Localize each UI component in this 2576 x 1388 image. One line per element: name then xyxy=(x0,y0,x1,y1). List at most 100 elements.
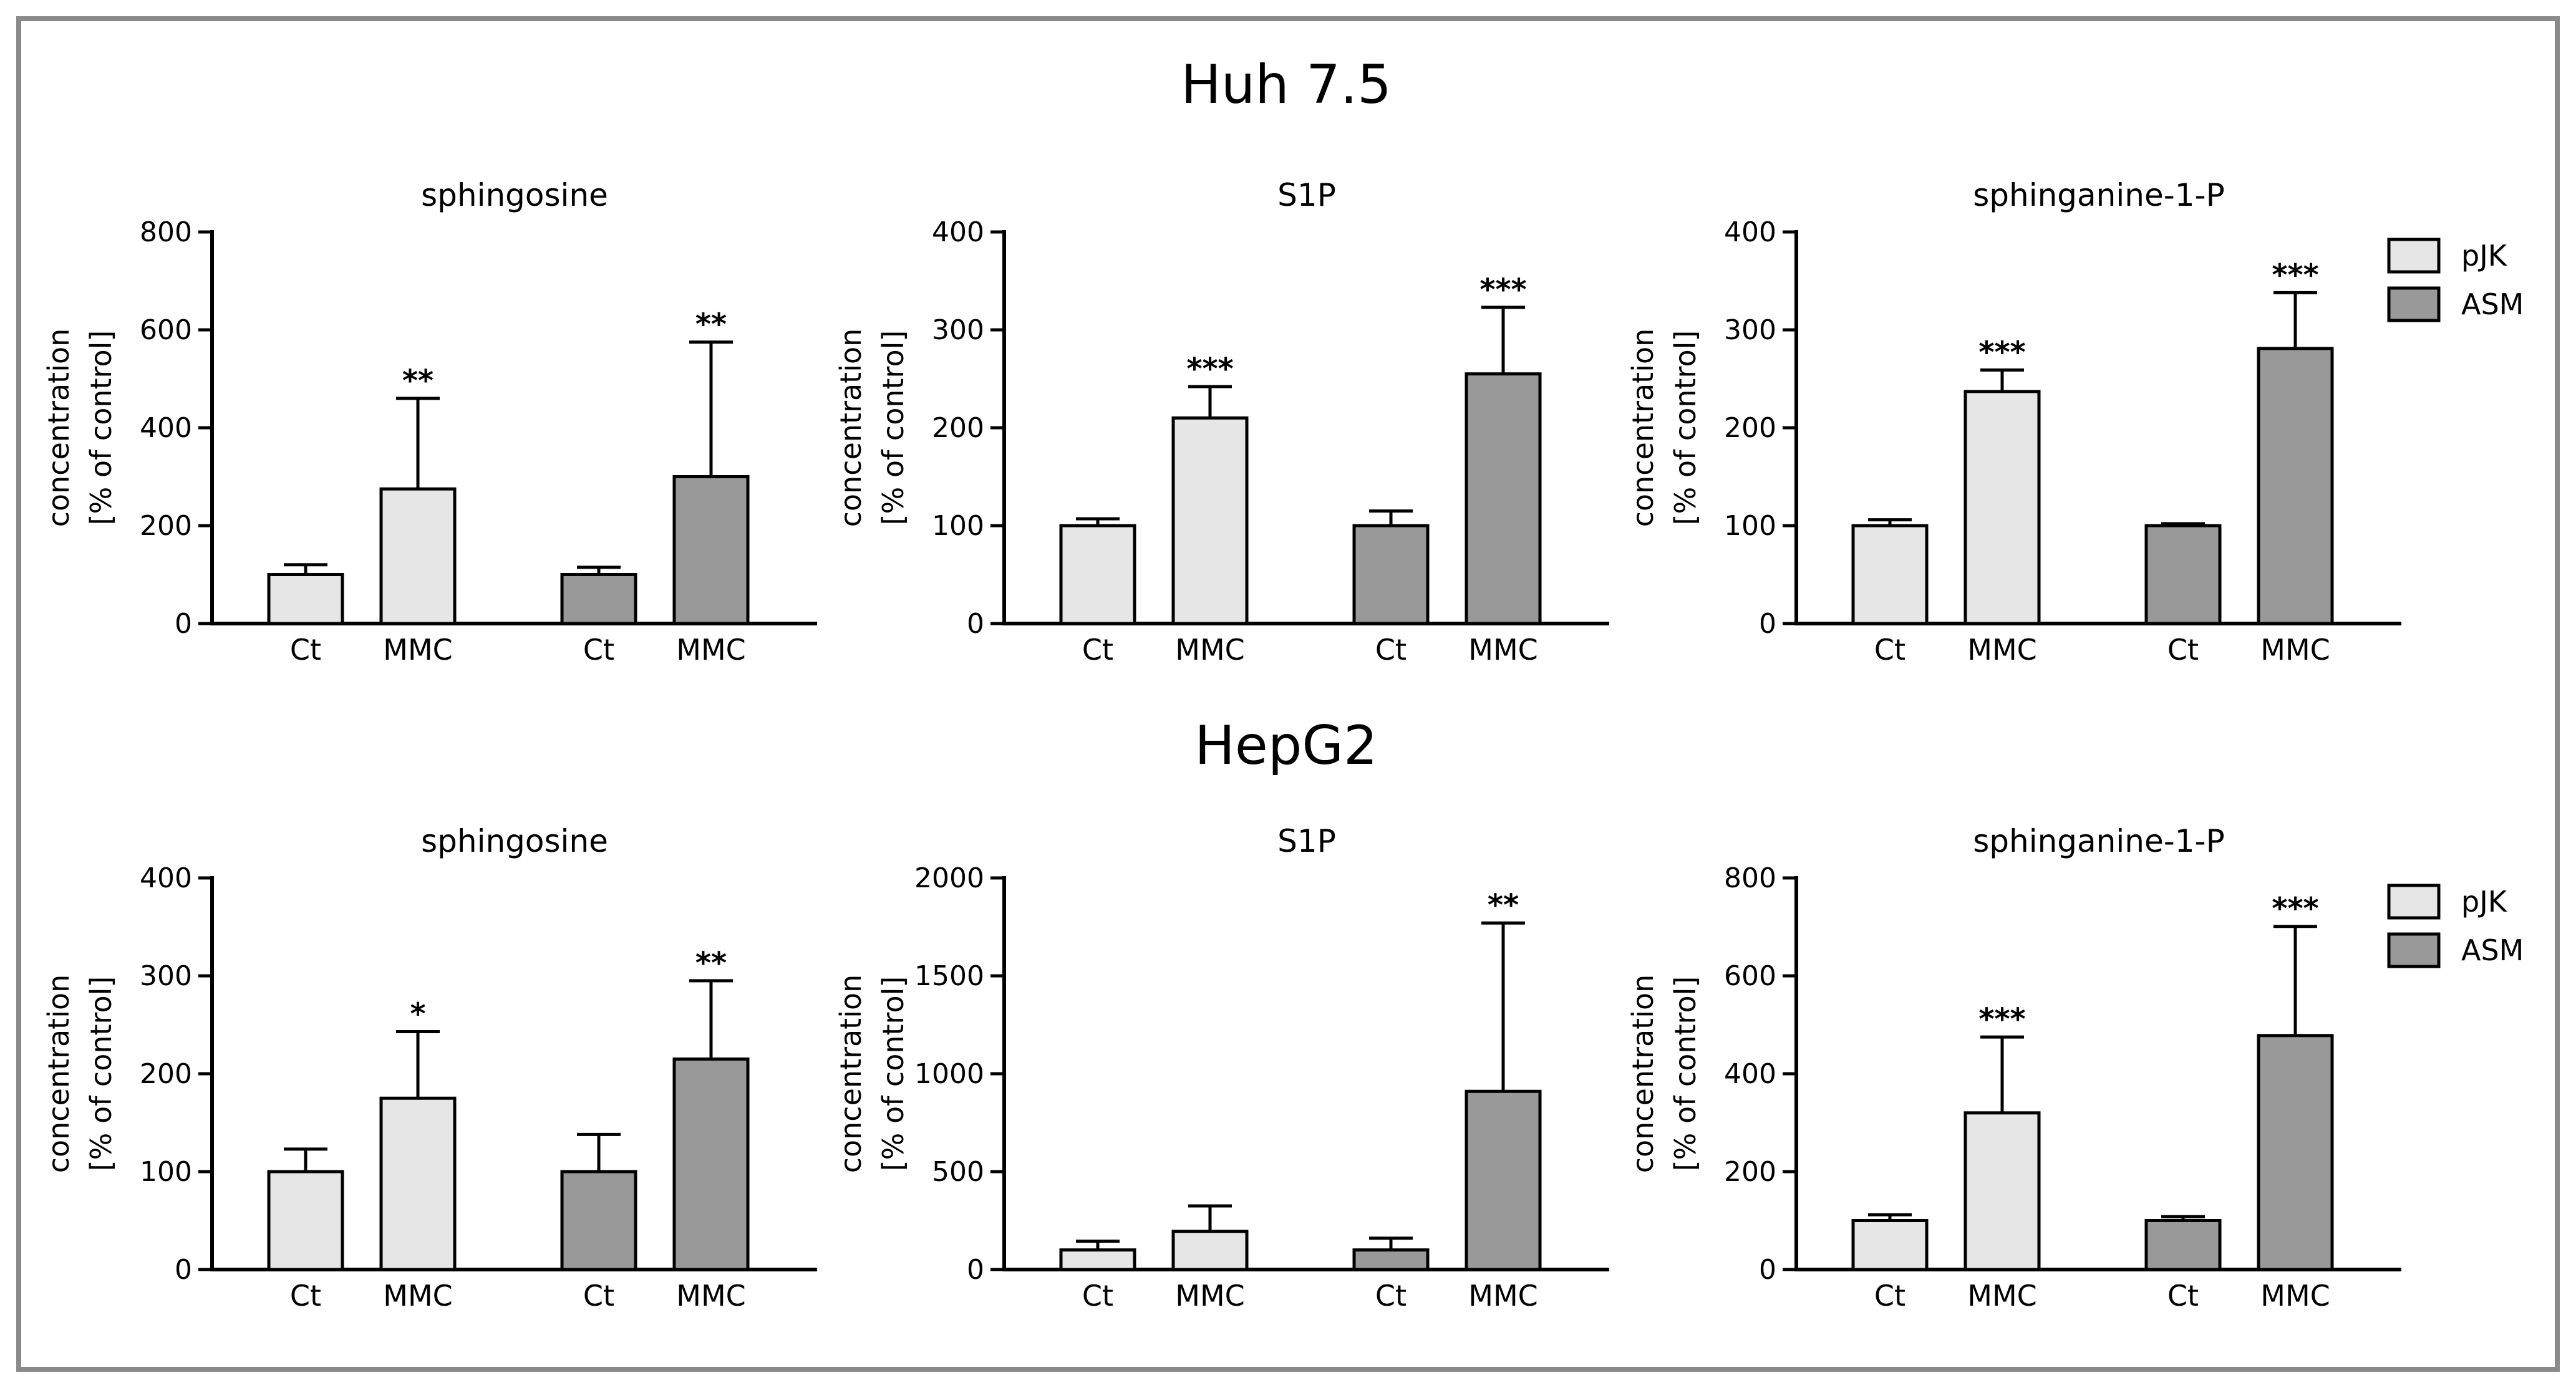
y-tick-label: 800 xyxy=(140,216,192,248)
y-axis-label-line: concentration xyxy=(42,329,75,528)
category-label: MMC xyxy=(2260,1279,2330,1313)
chart-panel: sphinganine-1-P concentration [% of contro… xyxy=(1626,177,2524,667)
bar xyxy=(1851,524,1929,625)
y-tick-label: 1000 xyxy=(914,1058,984,1090)
y-tick-label: 800 xyxy=(1724,862,1776,894)
category-label: Ct xyxy=(2167,1279,2199,1313)
legend-swatch xyxy=(2387,932,2441,968)
y-tick-label: 200 xyxy=(932,412,984,444)
y-axis-label: concentration [% of control] xyxy=(1626,975,1702,1174)
y-axis-label: concentration [% of control] xyxy=(42,975,118,1174)
y-axis-label-line: concentration xyxy=(1626,975,1660,1174)
section-title-huh75: Huh 7.5 xyxy=(1181,54,1392,116)
bar xyxy=(2144,524,2222,625)
category-label: Ct xyxy=(290,1279,321,1313)
panel-title: S1P xyxy=(1277,823,1336,859)
bar xyxy=(379,487,457,625)
panel-title: sphingosine xyxy=(421,177,608,213)
y-axis-label-line: concentration xyxy=(42,975,75,1174)
y-tick-label: 100 xyxy=(1724,510,1776,542)
bar xyxy=(672,1057,750,1271)
category-label: Ct xyxy=(1874,1279,1905,1313)
bar xyxy=(267,1170,344,1271)
y-axis-label-line: [% of control] xyxy=(876,976,910,1172)
bar xyxy=(1059,1248,1136,1271)
bar xyxy=(1171,1230,1249,1271)
significance-label: * xyxy=(410,996,425,1031)
significance-label: *** xyxy=(2272,892,2318,927)
bar xyxy=(2257,1034,2334,1271)
category-label: MMC xyxy=(1468,1279,1538,1313)
bar xyxy=(1352,524,1430,625)
y-tick-label: 0 xyxy=(1759,1254,1776,1286)
panel-title: sphinganine-1-P xyxy=(1973,823,2225,859)
panel-title: sphinganine-1-P xyxy=(1973,177,2225,213)
y-tick-label: 300 xyxy=(140,960,192,992)
significance-label: ** xyxy=(1488,888,1519,923)
category-label: Ct xyxy=(290,633,321,667)
y-tick-label: 0 xyxy=(967,1254,984,1286)
y-tick-label: 400 xyxy=(932,216,984,248)
chart-panel: sphingosine concentration [% of control] 0 2… xyxy=(42,177,817,667)
category-label: Ct xyxy=(2167,633,2199,667)
y-tick-label: 400 xyxy=(140,862,192,894)
y-tick-label: 200 xyxy=(140,510,192,542)
legend-label: pJK xyxy=(2461,239,2508,272)
bar xyxy=(379,1096,457,1271)
y-axis-label: concentration [% of control] xyxy=(834,329,910,528)
y-tick-label: 600 xyxy=(140,314,192,346)
category-label: MMC xyxy=(383,633,453,667)
y-tick-label: 300 xyxy=(932,314,984,346)
y-axis-label-line: [% of control] xyxy=(84,976,118,1172)
y-tick-label: 2000 xyxy=(914,862,984,894)
chart-panel: S1P concentration [% of control] 0 500 1000 15… xyxy=(834,823,1609,1313)
significance-label: ** xyxy=(695,307,727,342)
significance-label: *** xyxy=(1978,1002,2025,1037)
y-tick-label: 100 xyxy=(932,510,984,542)
y-tick-label: 500 xyxy=(932,1156,984,1188)
category-label: Ct xyxy=(1375,633,1407,667)
significance-label: *** xyxy=(1479,272,1526,307)
section-title-hepg2: HepG2 xyxy=(1194,715,1378,777)
category-label: MMC xyxy=(1967,1279,2037,1313)
legend-label: ASM xyxy=(2461,933,2524,967)
category-label: MMC xyxy=(676,1279,746,1313)
chart-panel: sphingosine concentration [% of control] 0 1… xyxy=(42,823,817,1313)
category-label: MMC xyxy=(1967,633,2037,667)
y-axis-label-line: concentration xyxy=(834,329,868,528)
significance-label: *** xyxy=(1186,352,1233,387)
significance-label: *** xyxy=(1978,335,2025,370)
y-tick-label: 600 xyxy=(1724,960,1776,992)
bar xyxy=(2257,347,2334,625)
bar xyxy=(2144,1219,2222,1271)
category-label: MMC xyxy=(383,1279,453,1313)
category-label: MMC xyxy=(1468,633,1538,667)
y-tick-label: 400 xyxy=(1724,216,1776,248)
y-axis-label-line: [% of control] xyxy=(1668,330,1702,526)
panel-title: S1P xyxy=(1277,177,1336,213)
bar xyxy=(267,573,344,625)
y-axis-label: concentration [% of control] xyxy=(834,975,910,1174)
y-tick-label: 0 xyxy=(175,1254,192,1286)
y-axis-label: concentration [% of control] xyxy=(42,329,118,528)
category-label: MMC xyxy=(676,633,746,667)
bar xyxy=(560,1170,637,1271)
category-label: MMC xyxy=(1175,1279,1245,1313)
category-label: Ct xyxy=(583,1279,614,1313)
y-tick-label: 200 xyxy=(1724,412,1776,444)
category-label: Ct xyxy=(1082,633,1113,667)
y-axis-label-line: concentration xyxy=(1626,329,1660,528)
category-label: MMC xyxy=(1175,633,1245,667)
chart-panel: sphinganine-1-P concentration [% of contro… xyxy=(1626,823,2524,1313)
y-axis-label-line: [% of control] xyxy=(1668,976,1702,1172)
legend-swatch xyxy=(2387,286,2441,322)
y-axis-label-line: [% of control] xyxy=(876,330,910,526)
significance-label: ** xyxy=(695,946,727,981)
category-label: Ct xyxy=(1082,1279,1113,1313)
bar xyxy=(1851,1219,1929,1271)
chart-panel: S1P concentration [% of control] 0 100 200 300… xyxy=(834,177,1609,667)
y-tick-label: 200 xyxy=(140,1058,192,1090)
y-tick-label: 400 xyxy=(140,412,192,444)
